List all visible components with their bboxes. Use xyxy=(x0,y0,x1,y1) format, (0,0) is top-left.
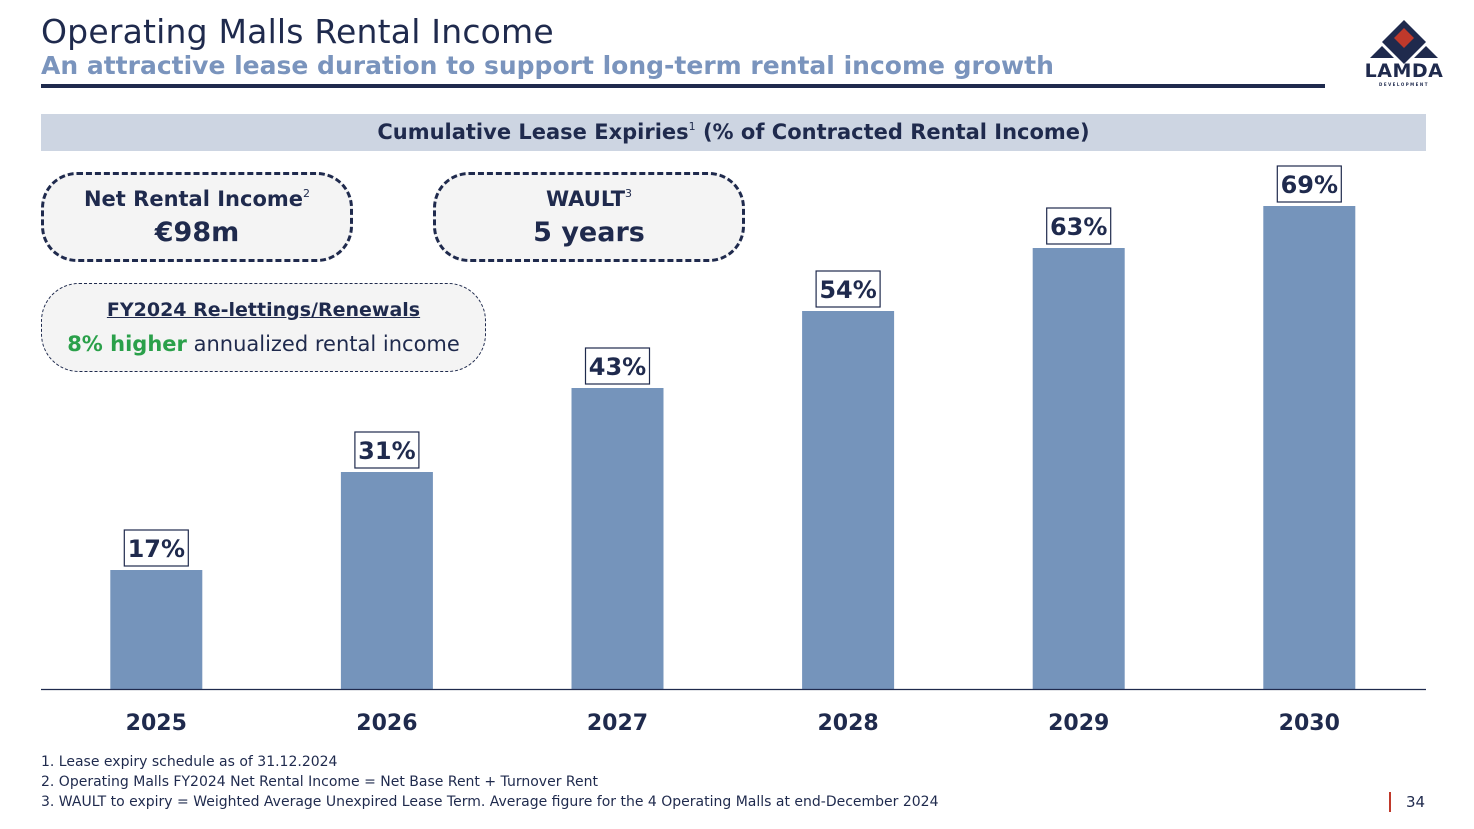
data-label-box-2030 xyxy=(1276,165,1342,203)
net-rental-income-label: Net Rental Income2 xyxy=(44,187,350,211)
x-tick-label-2028: 2028 xyxy=(817,711,878,736)
wault-kpi: WAULT3 5 years xyxy=(433,172,745,262)
relettings-rest: annualized rental income xyxy=(193,332,460,356)
wault-footnote-ref: 3 xyxy=(625,187,633,200)
data-label-box-2027 xyxy=(584,347,651,385)
footnotes: 1. Lease expiry schedule as of 31.12.202… xyxy=(41,752,939,812)
relettings-title: FY2024 Re-lettings/Renewals xyxy=(106,299,421,321)
data-label-2026: 31% xyxy=(358,437,415,465)
data-label-2028: 54% xyxy=(819,276,876,304)
relettings-callout: FY2024 Re-lettings/Renewals 8% higher an… xyxy=(41,283,486,372)
net-rental-income-label-text: Net Rental Income xyxy=(83,187,303,211)
page-number: 34 xyxy=(1406,793,1426,811)
chart-title-banner: Cumulative Lease Expiries1 (% of Contrac… xyxy=(41,114,1426,151)
bar-2029 xyxy=(1032,248,1125,689)
bar-2026 xyxy=(340,472,433,689)
x-tick-label-2027: 2027 xyxy=(587,711,648,736)
data-label-box-2026 xyxy=(354,431,420,469)
relettings-highlight: 8% higher xyxy=(67,332,187,356)
data-label-2025: 17% xyxy=(128,535,185,563)
data-label-box-2025 xyxy=(123,529,189,567)
net-rental-income-footnote-ref: 2 xyxy=(303,187,310,200)
bar-2025 xyxy=(110,570,203,689)
data-label-2030: 69% xyxy=(1281,171,1338,199)
chart-title-suffix: (% of Contracted Rental Income) xyxy=(702,120,1090,144)
logo-wordmark: LAMDA xyxy=(1364,60,1444,82)
footnote-3: 3. WAULT to expiry = Weighted Average Un… xyxy=(41,794,939,810)
page-number-marker xyxy=(1389,792,1391,812)
bar-2030 xyxy=(1263,206,1356,689)
bar-2028 xyxy=(802,311,895,689)
net-rental-income-kpi: Net Rental Income2 €98m xyxy=(41,172,353,262)
x-tick-label-2029: 2029 xyxy=(1048,711,1109,736)
data-label-box-2028 xyxy=(815,270,881,308)
x-tick-label-2026: 2026 xyxy=(356,711,417,736)
wault-value: 5 years xyxy=(533,217,645,248)
chart-title: Cumulative Lease Expiries1 (% of Contrac… xyxy=(41,120,1426,144)
data-label-2029: 63% xyxy=(1050,213,1107,241)
x-tick-label-2025: 2025 xyxy=(126,711,187,736)
footnote-1: 1. Lease expiry schedule as of 31.12.202… xyxy=(41,754,338,770)
page-title: Operating Malls Rental Income xyxy=(41,12,554,51)
title-divider xyxy=(41,84,1325,88)
page-subtitle: An attractive lease duration to support … xyxy=(41,51,1054,80)
data-label-box-2029 xyxy=(1046,207,1112,245)
relettings-line: 8% higher annualized rental income xyxy=(42,332,485,356)
net-rental-income-value: €98m xyxy=(154,217,240,248)
chart-title-main: Cumulative Lease Expiries xyxy=(377,120,689,144)
data-label-2027: 43% xyxy=(589,353,646,381)
chart-title-footnote-ref: 1 xyxy=(688,120,696,133)
footnote-2: 2. Operating Malls FY2024 Net Rental Inc… xyxy=(41,774,598,790)
x-tick-label-2030: 2030 xyxy=(1279,711,1340,736)
wault-label: WAULT3 xyxy=(436,187,742,211)
lamda-logo-icon xyxy=(1370,20,1438,64)
logo-subtext: DEVELOPMENT xyxy=(1379,82,1429,87)
wault-label-text: WAULT xyxy=(545,187,626,211)
bar-2027 xyxy=(571,388,664,689)
